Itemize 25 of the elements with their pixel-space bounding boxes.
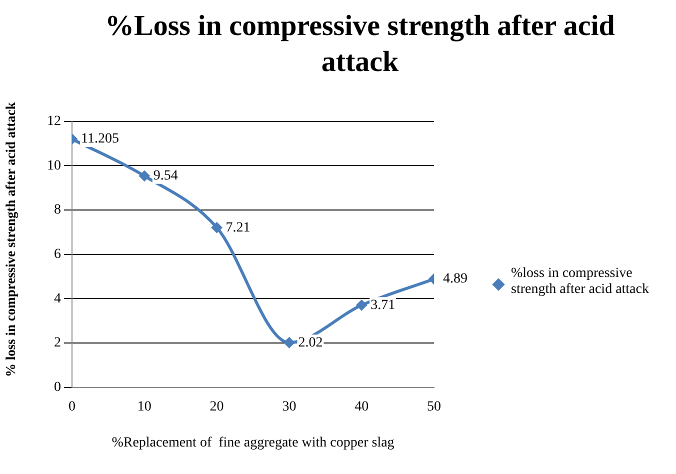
data-label: 11.205 — [81, 132, 119, 147]
x-axis-title: %Replacement of fine aggregate with copper slag — [112, 435, 394, 450]
y-axis-title: % loss in compressive strength after acid attack — [2, 101, 19, 380]
y-tick-label: 6 — [54, 247, 61, 262]
y-tick-label: 2 — [54, 336, 61, 351]
y-tick-label: 12 — [47, 114, 61, 130]
x-tick-label: 40 — [354, 399, 369, 414]
y-tick-label: 0 — [54, 380, 61, 396]
y-tick-label: 4 — [54, 291, 61, 306]
data-label: 3.71 — [370, 298, 396, 313]
data-label: 2.02 — [298, 335, 323, 350]
chart-title: %Loss in compressive strength after acid attack — [104, 9, 616, 80]
data-label: 7.21 — [226, 220, 250, 236]
x-tick-label: 0 — [68, 399, 76, 414]
data-label: 9.54 — [153, 168, 178, 184]
y-tick-label: 10 — [47, 158, 61, 174]
y-tick-label: 8 — [54, 202, 61, 218]
point — [211, 222, 222, 234]
legend-label: %loss in compressive strength after acid attack — [511, 266, 650, 298]
x-tick-label: 30 — [282, 399, 296, 414]
x-tick-label: 50 — [427, 399, 441, 414]
x-tick-label: 10 — [137, 399, 152, 414]
data-label: 4.89 — [443, 272, 468, 287]
point — [284, 337, 295, 348]
x-tick-label: 20 — [210, 399, 224, 414]
